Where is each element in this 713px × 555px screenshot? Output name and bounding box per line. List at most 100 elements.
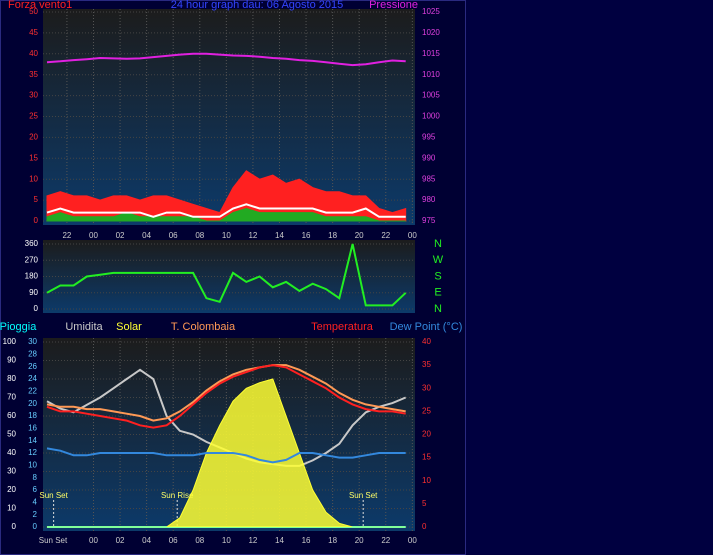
y-tick-label: 10: [7, 504, 16, 513]
y-tick-label: 80: [7, 374, 16, 383]
y2-tick-label: 1025: [422, 7, 440, 16]
y-tick-label: 0: [34, 304, 39, 313]
y2-tick-label: 995: [422, 133, 436, 142]
x-tick-label: 02: [116, 536, 125, 545]
y-tick-label: 0: [34, 216, 39, 225]
x-tick-label: 06: [169, 536, 178, 545]
y-tick-label: 30: [29, 91, 38, 100]
series-line: [46, 447, 406, 464]
x-tick-label: 14: [275, 231, 284, 240]
x-tick-label: 10: [222, 536, 231, 545]
x-tick-label: 00: [408, 231, 417, 240]
y3-tick-label: 14: [28, 436, 37, 445]
y2-tick-label: N: [434, 238, 442, 250]
x-tick-label: 10: [222, 231, 231, 240]
series-line: [46, 364, 406, 422]
y3-tick-label: 16: [28, 423, 37, 432]
y2-tick-label: 20: [422, 430, 431, 439]
annotation: Sun Set: [349, 491, 378, 500]
x-tick-label: 14: [275, 536, 284, 545]
legend-entry: Solar: [116, 321, 142, 333]
x-tick-label: 22: [62, 231, 71, 240]
y2-tick-label: N: [434, 303, 442, 315]
y2-tick-label: 990: [422, 153, 436, 162]
x-tick-label: 12: [248, 231, 257, 240]
legend-entry: Temperatura: [311, 321, 374, 333]
x-start-label: Sun Set: [39, 536, 68, 545]
y3-tick-label: 0: [33, 522, 38, 531]
y2-axis-label: Pressione: [369, 0, 418, 11]
y-tick-label: 40: [7, 448, 16, 457]
y3-tick-label: 30: [28, 337, 37, 346]
y2-tick-label: 980: [422, 195, 436, 204]
legend-entry: T. Colombaia: [171, 321, 236, 333]
x-tick-label: 00: [408, 536, 417, 545]
x-tick-label: 08: [195, 231, 204, 240]
y-tick-label: 5: [34, 195, 39, 204]
y-tick-label: 270: [25, 255, 39, 264]
y-tick-label: 360: [25, 239, 39, 248]
x-tick-label: 22: [381, 536, 390, 545]
x-tick-label: 08: [195, 536, 204, 545]
y-tick-label: 70: [7, 393, 16, 402]
y2-tick-label: 5: [422, 499, 427, 508]
x-tick-label: 12: [248, 536, 257, 545]
y2-tick-label: W: [433, 254, 444, 266]
y3-tick-label: 10: [28, 460, 37, 469]
y3-tick-label: 22: [28, 386, 37, 395]
y2-tick-label: 975: [422, 216, 436, 225]
y3-tick-label: 28: [28, 349, 37, 358]
annotation: Sun Rise: [161, 491, 194, 500]
y2-tick-label: 1010: [422, 70, 440, 79]
y2-tick-label: 0: [422, 522, 427, 531]
y3-tick-label: 20: [28, 399, 37, 408]
y-tick-label: 45: [29, 28, 38, 37]
y3-tick-label: 6: [33, 485, 38, 494]
x-tick-label: 22: [381, 231, 390, 240]
x-tick-label: 18: [328, 536, 337, 545]
y-tick-label: 100: [3, 337, 17, 346]
y-tick-label: 20: [29, 133, 38, 142]
x-tick-label: 00: [89, 536, 98, 545]
y2-tick-label: 40: [422, 337, 431, 346]
y2-tick-label: 1000: [422, 112, 440, 121]
chart-title: 24 hour graph dau: 06 Agosto 2015: [171, 0, 343, 11]
y-tick-label: 35: [29, 70, 38, 79]
y-tick-label: 40: [29, 49, 38, 58]
x-tick-label: 20: [355, 231, 364, 240]
y2-tick-label: E: [434, 287, 441, 299]
y3-tick-label: 8: [33, 473, 38, 482]
y3-tick-label: 12: [28, 448, 37, 457]
y2-tick-label: S: [434, 270, 441, 282]
y3-tick-label: 24: [28, 374, 37, 383]
y3-tick-label: 18: [28, 411, 37, 420]
legend-entry: Pioggia: [0, 321, 37, 333]
y3-tick-label: 26: [28, 362, 37, 371]
y2-tick-label: 35: [422, 360, 431, 369]
series-line: [46, 52, 406, 67]
y2-tick-label: 1005: [422, 91, 440, 100]
y3-tick-label: 2: [33, 510, 38, 519]
series-area: [46, 170, 407, 222]
y-tick-label: 60: [7, 411, 16, 420]
side-area: [466, 0, 713, 555]
y-axis-label: Forza vento1: [8, 0, 72, 11]
x-tick-label: 06: [169, 231, 178, 240]
series-line: [46, 243, 407, 307]
x-tick-label: 04: [142, 536, 151, 545]
x-tick-label: 16: [302, 536, 311, 545]
y2-tick-label: 15: [422, 453, 431, 462]
y2-tick-label: 1015: [422, 49, 440, 58]
y2-tick-label: 25: [422, 406, 431, 415]
x-tick-label: 16: [302, 231, 311, 240]
series-area: [46, 207, 406, 222]
y-tick-label: 10: [29, 174, 38, 183]
y-tick-label: 0: [12, 522, 17, 531]
x-tick-label: 18: [328, 231, 337, 240]
y2-tick-label: 1020: [422, 28, 440, 37]
y-tick-label: 180: [25, 272, 39, 281]
y-tick-label: 25: [29, 112, 38, 121]
y-tick-label: 15: [29, 153, 38, 162]
y2-tick-label: 30: [422, 383, 431, 392]
